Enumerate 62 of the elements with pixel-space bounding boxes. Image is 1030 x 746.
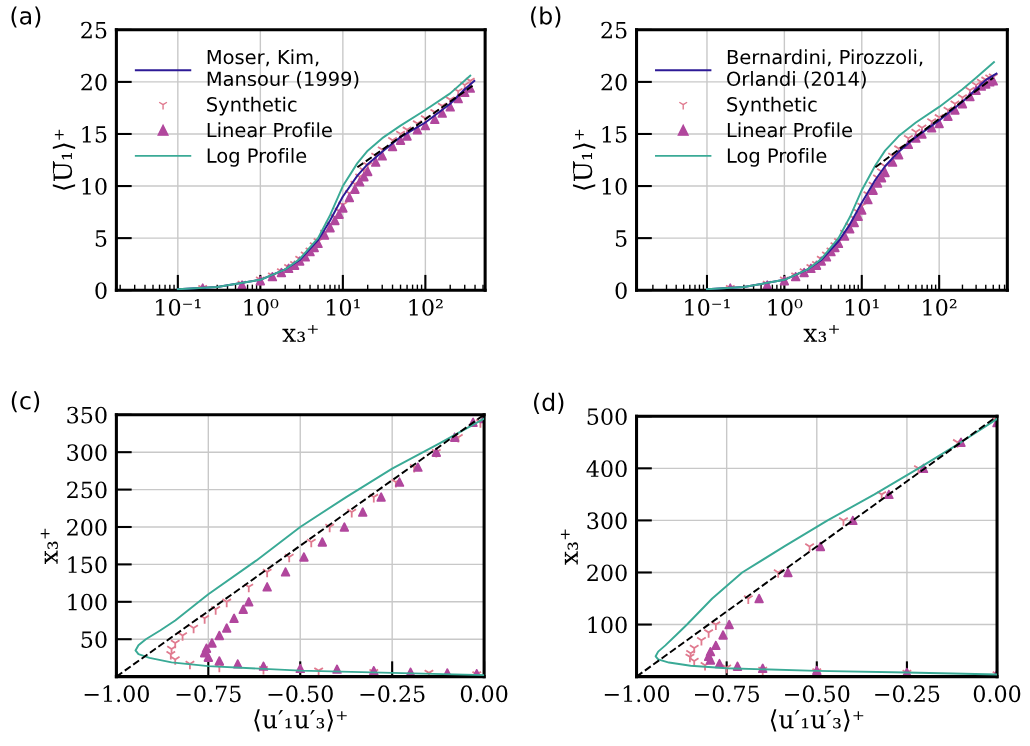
x-axis-title: x₃⁺ <box>803 324 839 343</box>
y-tick-label: 20 <box>81 73 107 91</box>
y-tick-label: 150 <box>68 556 107 574</box>
x-tick-label: 10² <box>409 298 443 316</box>
y-tick-label: 100 <box>68 593 107 611</box>
y-tick-label: 15 <box>602 125 627 143</box>
y-axis-title: x₃⁺ <box>40 528 58 565</box>
legend-label: Moser, Kim, Mansour (1999) <box>207 49 359 89</box>
x-tick-label: 10¹ <box>845 298 879 316</box>
y-tick-label: 400 <box>586 460 627 478</box>
y-tick-label: 50 <box>81 631 107 648</box>
x-tick-label: 10⁻¹ <box>156 298 201 316</box>
y-tick-label: 250 <box>67 481 107 499</box>
legend-label: Synthetic <box>727 96 817 116</box>
y-tick-label: 200 <box>67 518 107 536</box>
y-tick-label: 300 <box>587 512 627 530</box>
legend-label: Log Profile <box>207 147 307 167</box>
x-tick-label: −0.25 <box>875 685 940 703</box>
chart-title: (c) <box>11 391 40 413</box>
chart-title: (d) <box>534 392 564 414</box>
y-tick-label: 300 <box>67 444 107 461</box>
legend-label: Bernardini, Pirozzoli, Orlandi (2014) <box>727 49 923 89</box>
legend-label: Synthetic <box>207 96 297 116</box>
y-axis-title: ⟨U̅₁⟩⁺ <box>572 129 596 190</box>
x-axis-title: ⟨u′₁u′₃⟩⁺ <box>770 709 864 732</box>
legend-label: Linear Profile <box>727 122 853 138</box>
x-tick-label: 0.00 <box>973 685 1021 703</box>
x-tick-label: 10⁰ <box>244 298 279 316</box>
y-axis-title: ⟨U̅₁⟩⁺ <box>52 129 76 190</box>
x-tick-label: −0.50 <box>785 685 850 703</box>
x-tick-label: −0.75 <box>694 685 759 703</box>
x-tick-label: 10⁻¹ <box>685 298 730 316</box>
y-tick-label: 25 <box>81 21 107 39</box>
y-tick-label: 5 <box>95 230 107 247</box>
y-tick-label: 25 <box>601 21 627 39</box>
y-tick-label: 10 <box>602 178 627 195</box>
x-tick-label: 10⁰ <box>768 298 803 316</box>
x-tick-label: −1.00 <box>604 685 670 703</box>
y-tick-label: 20 <box>601 73 627 91</box>
x-tick-label: −1.00 <box>84 685 149 703</box>
x-tick-label: 10¹ <box>326 298 360 316</box>
y-tick-label: 15 <box>82 125 107 143</box>
y-tick-label: 5 <box>615 230 627 247</box>
chart-title: (a) <box>11 6 41 28</box>
x-axis-title: x₃⁺ <box>282 324 318 343</box>
x-tick-label: −0.75 <box>176 685 241 703</box>
x-tick-label: 0.00 <box>460 685 508 703</box>
y-tick-label: 0 <box>95 282 107 299</box>
x-axis-title: ⟨u′₁u′₃⟩⁺ <box>254 709 347 732</box>
y-axis-title: x₃⁺ <box>560 529 579 565</box>
legend-label: Log Profile <box>727 147 827 167</box>
chart-title: (b) <box>531 6 561 28</box>
legend-label: Linear Profile <box>207 122 332 138</box>
y-tick-label: 100 <box>588 616 627 634</box>
y-tick-label: 0 <box>615 282 627 299</box>
y-tick-label: 500 <box>587 408 627 426</box>
y-tick-label: 200 <box>587 564 627 582</box>
x-tick-label: −0.50 <box>268 685 333 703</box>
x-tick-label: 10² <box>923 298 957 316</box>
y-tick-label: 10 <box>82 178 107 195</box>
x-tick-label: −0.25 <box>360 685 425 703</box>
y-tick-label: 350 <box>67 406 107 424</box>
